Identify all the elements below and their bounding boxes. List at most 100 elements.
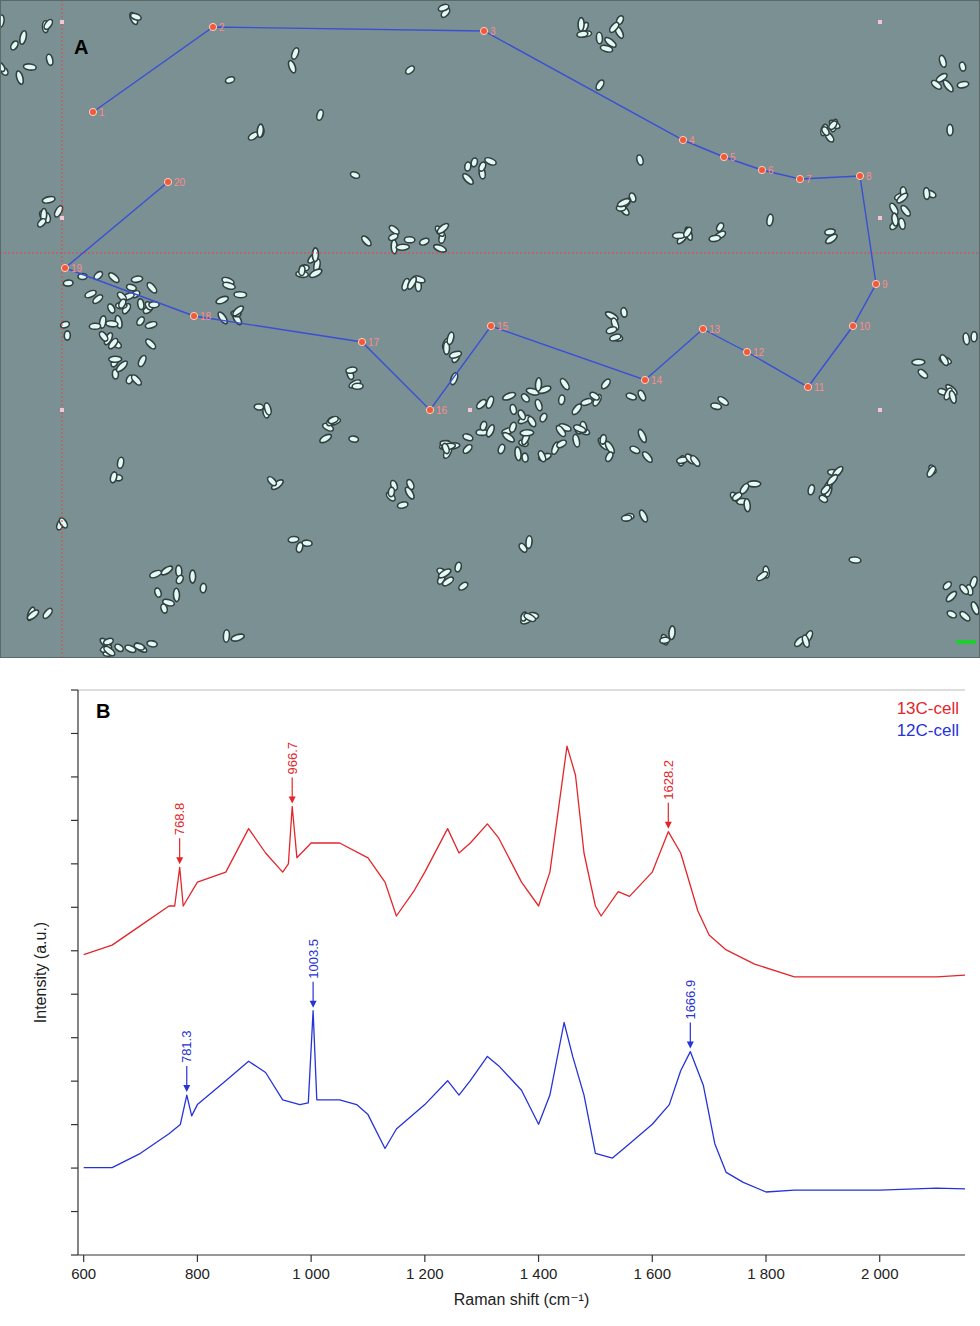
- calibration-mark: [60, 216, 64, 220]
- x-tick: [879, 1255, 880, 1262]
- point-label: 9: [882, 279, 888, 290]
- arrow-head: [289, 796, 296, 803]
- scan-point: [804, 383, 811, 390]
- x-tick-label: 1 400: [520, 1265, 558, 1282]
- cell: [558, 395, 565, 405]
- cell: [316, 109, 325, 121]
- scan-point: [358, 338, 365, 345]
- cell: [308, 267, 323, 279]
- cell: [939, 354, 950, 367]
- crosshair-h: [0, 253, 980, 254]
- legend-entry: 12C-cell: [897, 721, 959, 740]
- scan-point: [699, 325, 706, 332]
- y-tick: [71, 733, 78, 734]
- cell: [160, 564, 174, 576]
- annotation-arrow: [179, 838, 180, 859]
- annotations: 768.8966.71628.2781.31003.51666.9: [172, 742, 698, 1092]
- cell: [625, 392, 637, 401]
- cell: [608, 21, 620, 34]
- cell: [739, 482, 751, 495]
- cell: [595, 79, 606, 92]
- point-labels: 1234567891011121314151617181920: [71, 22, 888, 416]
- cell: [216, 311, 229, 326]
- cell: [137, 354, 148, 367]
- cell: [223, 630, 230, 643]
- cell: [537, 450, 547, 463]
- y-tick: [71, 1167, 78, 1168]
- cell: [102, 645, 116, 658]
- point-label: 13: [709, 324, 721, 335]
- cell: [571, 403, 583, 416]
- frame-top: [78, 690, 965, 691]
- x-tick: [311, 1255, 312, 1262]
- cell: [572, 434, 581, 448]
- cell: [535, 378, 542, 392]
- path-marks: [61, 23, 879, 413]
- cell: [637, 428, 648, 443]
- arrow-head: [176, 857, 183, 864]
- cell: [312, 248, 318, 262]
- cell: [604, 451, 614, 463]
- x-tick-label: 1 000: [292, 1265, 330, 1282]
- cell: [26, 608, 40, 621]
- cell: [109, 356, 122, 362]
- cell: [849, 556, 861, 563]
- cell: [682, 226, 693, 238]
- annotation-label: 1666.9: [683, 980, 698, 1020]
- cell: [175, 574, 185, 585]
- cell: [898, 218, 906, 230]
- cell: [945, 590, 958, 603]
- cell: [419, 237, 430, 246]
- y-tick: [71, 1254, 78, 1255]
- cell: [958, 610, 971, 623]
- cell: [257, 124, 264, 138]
- cell: [42, 607, 54, 620]
- scan-point: [426, 406, 433, 413]
- cell: [942, 580, 953, 591]
- cell: [620, 307, 628, 317]
- point-label: 12: [753, 347, 765, 358]
- cell: [117, 457, 125, 469]
- cell: [555, 424, 567, 438]
- cell: [462, 443, 474, 455]
- cell: [479, 421, 487, 432]
- x-tick-label: 800: [185, 1265, 210, 1282]
- cell: [638, 509, 649, 523]
- cell: [573, 424, 587, 434]
- cell: [42, 195, 56, 204]
- cell: [405, 478, 415, 490]
- cell: [404, 237, 415, 243]
- cell: [485, 424, 496, 438]
- annotation-label: 768.8: [172, 803, 187, 836]
- cell: [824, 233, 838, 246]
- cell: [446, 331, 455, 345]
- cell: [396, 244, 409, 251]
- y-tick: [71, 1124, 78, 1125]
- cell: [449, 372, 459, 386]
- cell: [689, 454, 701, 467]
- point-label: 11: [814, 382, 825, 393]
- cell: [145, 320, 158, 329]
- point-label: 19: [71, 263, 83, 274]
- cell: [397, 501, 409, 509]
- cell: [107, 271, 120, 284]
- scan-point: [872, 280, 879, 287]
- cell: [200, 583, 207, 593]
- cell: [130, 12, 142, 22]
- cell: [962, 333, 970, 346]
- cell: [475, 398, 488, 410]
- cell: [660, 634, 669, 646]
- point-label: 4: [689, 135, 695, 146]
- cell: [266, 475, 278, 487]
- scan-point: [679, 136, 686, 143]
- cell: [137, 298, 145, 310]
- image-panel: [0, 0, 980, 658]
- annotation-arrow: [690, 1023, 691, 1044]
- cell: [668, 626, 675, 640]
- cell: [497, 443, 506, 454]
- cell: [576, 30, 588, 38]
- cell: [930, 79, 943, 91]
- cell: [441, 442, 450, 454]
- cell: [828, 119, 841, 130]
- cell: [946, 609, 957, 619]
